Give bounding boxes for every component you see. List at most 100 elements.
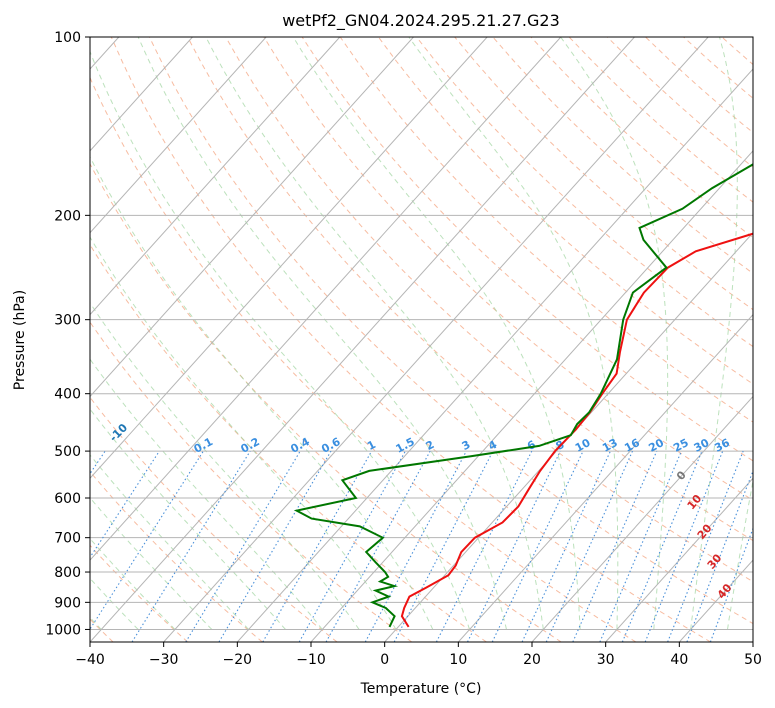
mixing-ratio-line <box>521 450 611 642</box>
y-axis-label: Pressure (hPa) <box>12 290 28 390</box>
mixing-ratio-line <box>599 450 682 642</box>
moist-adiabat-line <box>292 37 581 630</box>
mixing-ratio-line <box>298 450 406 642</box>
y-tick-label: 1000 <box>45 622 81 638</box>
dry-adiabat-line <box>90 243 487 642</box>
mixing-ratio-line <box>621 450 703 642</box>
mixing-ratio-line <box>491 450 584 642</box>
moist-adiabat-line <box>90 236 397 630</box>
mixing-ratio-line <box>131 450 251 642</box>
mixing-ratio-label: 30 <box>692 436 712 455</box>
x-tick-label: 30 <box>597 652 615 668</box>
isotherm-line <box>90 37 562 561</box>
mixing-ratio-line <box>325 450 431 642</box>
dry-adiabat-line <box>530 37 753 239</box>
mixing-ratio-line <box>90 450 204 631</box>
y-tick-label: 800 <box>54 565 81 581</box>
dry-adiabat-line <box>90 321 413 642</box>
dry-adiabat-line <box>301 37 753 462</box>
plot-frame <box>89 36 754 643</box>
x-axis-label: Temperature (°C) <box>360 681 482 697</box>
isotherm-line <box>605 477 753 642</box>
moist-adiabat-line <box>764 37 775 629</box>
dry-adiabat-label: -10 <box>107 421 130 444</box>
isotherm-line <box>90 37 193 152</box>
isotherm-line <box>236 68 753 642</box>
y-tick-label: 700 <box>54 531 81 547</box>
x-tick-label: 20 <box>523 652 541 668</box>
isotherm-line <box>310 150 753 642</box>
dewpoint-profile-line <box>293 163 753 628</box>
x-tick-label: −40 <box>75 652 105 668</box>
mixing-ratio-label: 20 <box>646 436 666 455</box>
mixing-ratio-label: 16 <box>622 436 642 455</box>
mixing-ratio-line <box>545 450 634 642</box>
moist-adiabat-line <box>90 358 323 630</box>
dry-adiabat-line <box>187 37 753 583</box>
mixing-ratio-label: 13 <box>600 436 620 455</box>
dry-adiabat-line <box>148 37 753 625</box>
x-tick-label: 0 <box>380 652 389 668</box>
isotherm-line <box>90 37 267 234</box>
y-tick-label: 400 <box>54 387 81 403</box>
dry-adiabat-label: -20 <box>26 392 49 415</box>
moist-adiabat-line <box>90 408 286 630</box>
dry-adiabat-line <box>416 37 753 348</box>
dry-adiabat-line <box>110 37 711 642</box>
y-tick-label: 300 <box>54 313 81 329</box>
y-tick-label: 100 <box>54 30 81 46</box>
wet-bulb-label: 10 <box>685 492 705 512</box>
isotherm-line <box>457 313 753 642</box>
mixing-ratio-label: 0.6 <box>319 435 343 456</box>
moist-adiabat-line <box>90 537 176 630</box>
x-tick-label: 40 <box>670 652 688 668</box>
dry-adiabat-line <box>606 37 753 168</box>
moist-adiabat-line <box>90 155 434 630</box>
mixing-ratio-line <box>467 450 561 642</box>
mixing-ratio-line <box>90 450 106 475</box>
x-tick-label: 50 <box>744 652 762 668</box>
mixing-ratio-label: 10 <box>573 436 593 455</box>
moist-adiabat-line <box>90 301 360 630</box>
dry-adiabat-line <box>90 396 338 642</box>
x-tick-label: −20 <box>223 652 253 668</box>
mixing-ratio-line <box>572 450 658 642</box>
moist-adiabat-line <box>408 37 619 630</box>
dry-adiabat-line <box>263 37 753 501</box>
moist-adiabat-line <box>560 37 669 630</box>
temperature-profile-line <box>400 232 753 628</box>
y-tick-label: 900 <box>54 595 81 611</box>
dry-adiabat-line <box>377 37 753 385</box>
isotherm-line <box>90 37 488 480</box>
isotherm-line <box>384 231 753 642</box>
x-tick-label: −10 <box>296 652 326 668</box>
isotherm-line <box>90 37 414 398</box>
dry-adiabat-line <box>645 37 753 134</box>
dry-adiabat-line <box>90 470 263 642</box>
y-tick-label: 600 <box>54 491 81 507</box>
dry-adiabat-line <box>683 37 753 99</box>
mixing-ratio-line <box>218 450 332 642</box>
moist-adiabat-line <box>90 577 139 630</box>
x-tick-label: 10 <box>449 652 467 668</box>
dry-adiabat-line <box>90 76 637 642</box>
isotherm-line <box>752 641 753 642</box>
y-tick-label: 200 <box>54 208 81 224</box>
mixing-ratio-label: 25 <box>671 436 691 455</box>
moist-adiabat-line <box>137 37 507 630</box>
isotherm-line <box>90 37 635 642</box>
mixing-ratio-label: 0.1 <box>192 435 215 456</box>
mixing-ratio-line <box>185 450 301 642</box>
moist-adiabat-line <box>90 496 213 630</box>
y-tick-label: 500 <box>54 444 81 460</box>
moist-adiabat-line <box>690 37 738 630</box>
moist-adiabat-line <box>90 454 249 630</box>
dry-adiabat-line <box>721 37 753 66</box>
isotherm-line <box>90 37 341 316</box>
isotherm-line <box>531 395 753 642</box>
mixing-ratio-label: 36 <box>712 436 732 455</box>
mixing-ratio-line <box>262 450 373 642</box>
moist-adiabat-line <box>90 50 471 630</box>
mixing-ratio-label: 1.5 <box>394 435 417 456</box>
